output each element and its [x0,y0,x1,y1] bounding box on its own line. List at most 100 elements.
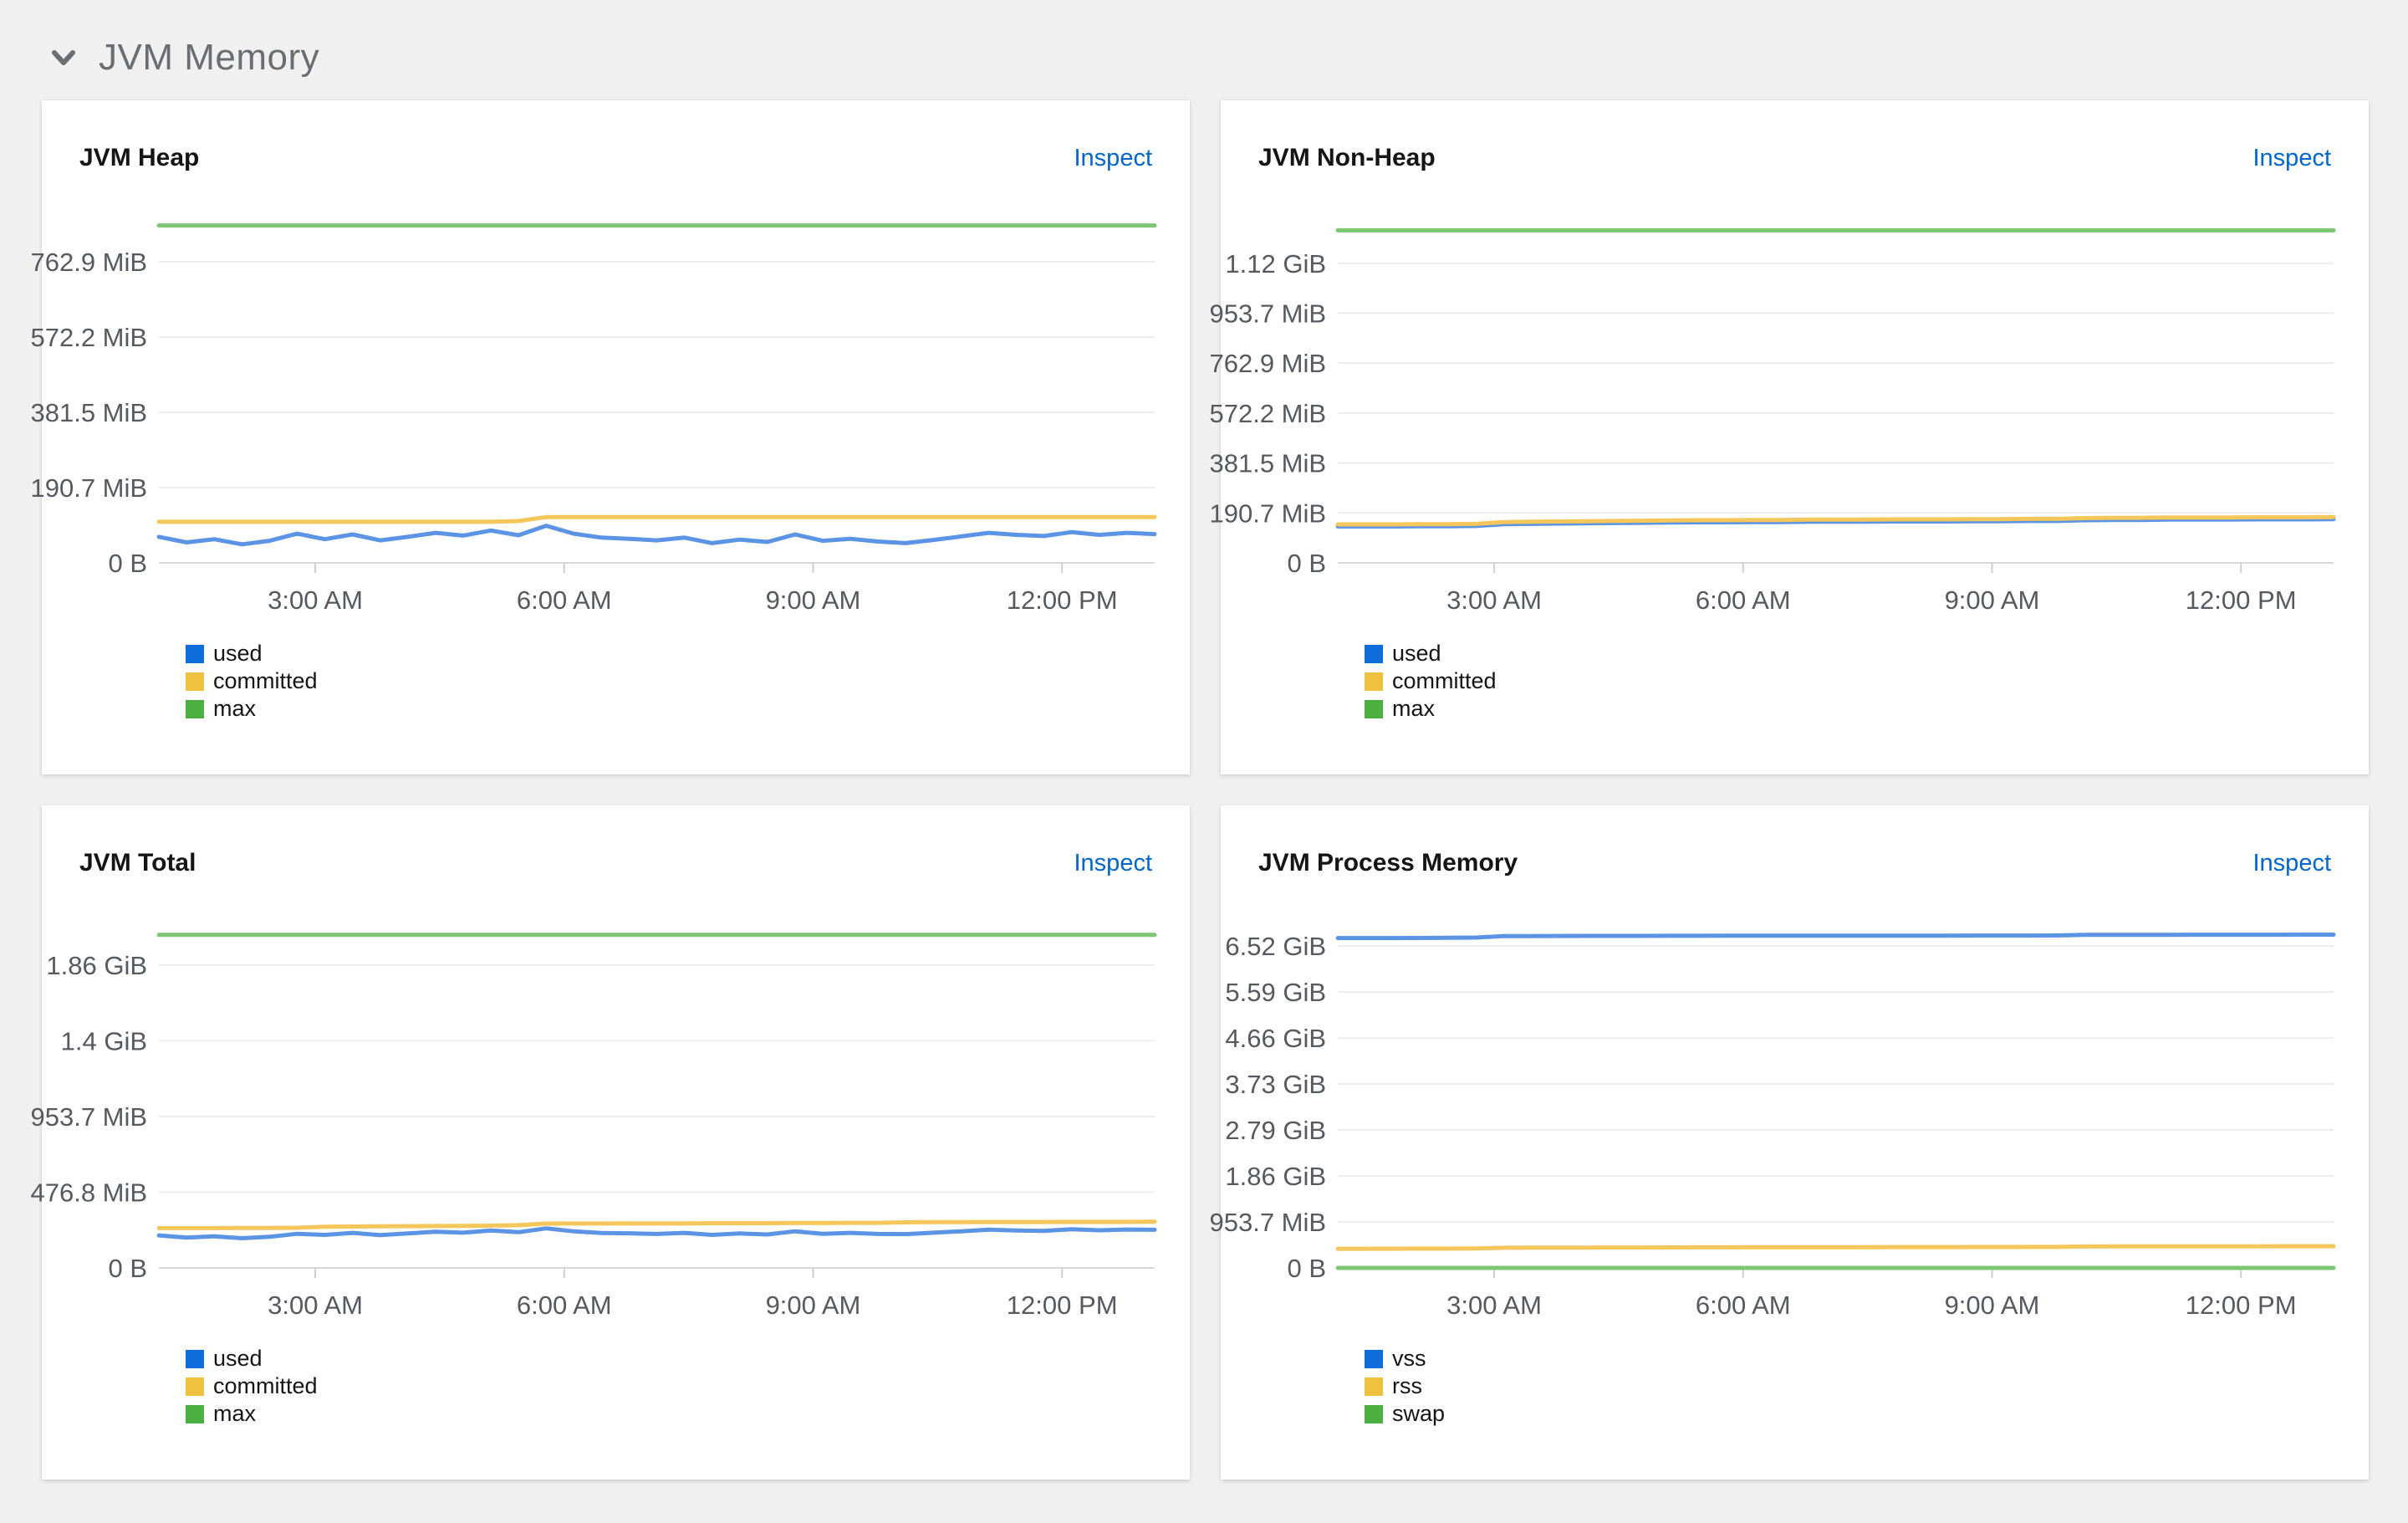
svg-text:953.7 MiB: 953.7 MiB [30,1102,147,1132]
svg-text:381.5 MiB: 381.5 MiB [30,398,147,427]
legend-swatch [186,700,204,718]
legend-item-committed: committed [186,1372,318,1400]
legend-swatch [1365,1377,1383,1396]
chart-title: JVM Process Memory [1258,849,1518,877]
svg-text:3:00 AM: 3:00 AM [268,585,363,615]
svg-text:9:00 AM: 9:00 AM [766,585,861,615]
chart-legend: usedcommittedmax [186,1345,318,1428]
legend-label: max [1392,696,1435,722]
svg-text:1.12 GiB: 1.12 GiB [1225,249,1326,279]
line-chart-jvm-heap: 762.9 MiB572.2 MiB381.5 MiB190.7 MiB0 B3… [42,209,1190,661]
svg-text:1.86 GiB: 1.86 GiB [1225,1162,1326,1191]
legend-item-max: max [186,695,318,723]
svg-text:12:00 PM: 12:00 PM [2186,1290,2297,1320]
legend-label: swap [1392,1401,1445,1427]
jvm-memory-dashboard: JVM Memory JVM Heap Inspect 762.9 MiB572… [0,0,2408,1480]
chart-panel-jvm-process-memory: JVM Process Memory Inspect 6.52 GiB 5.59 … [1221,805,2369,1480]
legend-label: committed [213,668,318,694]
legend-item-max: max [186,1400,318,1428]
legend-swatch [186,1377,204,1396]
svg-text:6:00 AM: 6:00 AM [517,1290,612,1320]
inspect-link[interactable]: Inspect [2253,145,2332,172]
legend-swatch [1365,700,1383,718]
legend-item-used: used [1365,640,1497,667]
svg-text:6:00 AM: 6:00 AM [1696,1290,1791,1320]
line-chart-jvm-process-memory: 6.52 GiB 5.59 GiB 4.66 GiB 3.73 GiB 2.79 GiB… [1221,914,2369,1366]
chart-legend: vssrssswap [1365,1345,1445,1428]
legend-label: committed [1392,668,1497,694]
legend-swatch [1365,1350,1383,1368]
svg-text:4.66 GiB: 4.66 GiB [1225,1024,1326,1053]
line-chart-jvm-non-heap: 1.12 GiB953.7 MiB762.9 MiB572.2 MiB381.5… [1221,209,2369,661]
svg-text:6.52 GiB: 6.52 GiB [1225,932,1326,961]
chart-legend: usedcommittedmax [186,640,318,723]
svg-text:3:00 AM: 3:00 AM [1446,585,1542,615]
svg-text:6:00 AM: 6:00 AM [517,585,612,615]
legend-item-used: used [186,1345,318,1372]
legend-label: max [213,696,256,722]
chart-title: JVM Non-Heap [1258,144,1436,172]
svg-text:381.5 MiB: 381.5 MiB [1209,449,1326,478]
svg-text:3.73 GiB: 3.73 GiB [1225,1070,1326,1099]
svg-text:572.2 MiB: 572.2 MiB [30,323,147,352]
legend-label: rss [1392,1373,1422,1399]
line-chart-jvm-total: 1.86 GiB1.4 GiB953.7 MiB476.8 MiB0 B3:00… [42,914,1190,1366]
svg-text:3:00 AM: 3:00 AM [268,1290,363,1320]
section-title: JVM Memory [99,37,319,79]
svg-text:190.7 MiB: 190.7 MiB [30,473,147,503]
legend-item-committed: committed [186,667,318,695]
svg-text:12:00 PM: 12:00 PM [2186,585,2297,615]
svg-text:1.86 GiB: 1.86 GiB [46,951,147,980]
inspect-link[interactable]: Inspect [2253,850,2332,877]
legend-swatch [186,645,204,663]
chart-panel-jvm-heap: JVM Heap Inspect 762.9 MiB572.2 MiB381.5… [42,100,1190,774]
legend-item-used: used [186,640,318,667]
chart-panel-jvm-non-heap: JVM Non-Heap Inspect 1.12 GiB953.7 MiB76… [1221,100,2369,774]
svg-text:6:00 AM: 6:00 AM [1696,585,1791,615]
legend-item-committed: committed [1365,667,1497,695]
legend-item-rss: rss [1365,1372,1445,1400]
svg-text:5.59 GiB: 5.59 GiB [1225,978,1326,1007]
legend-swatch [186,1350,204,1368]
svg-text:953.7 MiB: 953.7 MiB [1209,1208,1326,1237]
svg-text:9:00 AM: 9:00 AM [1945,585,2040,615]
legend-label: max [213,1401,256,1427]
legend-swatch [1365,672,1383,691]
svg-text:0 B: 0 B [109,1254,148,1283]
svg-text:0 B: 0 B [1288,549,1327,578]
svg-text:1.4 GiB: 1.4 GiB [61,1027,147,1056]
svg-text:572.2 MiB: 572.2 MiB [1209,399,1326,428]
chevron-down-icon[interactable] [50,44,77,71]
legend-swatch [1365,1405,1383,1423]
legend-label: used [1392,641,1441,667]
legend-swatch [186,1405,204,1423]
chart-title: JVM Heap [79,144,199,172]
svg-text:476.8 MiB: 476.8 MiB [30,1178,147,1208]
inspect-link[interactable]: Inspect [1074,850,1153,877]
svg-text:762.9 MiB: 762.9 MiB [30,248,147,277]
legend-item-max: max [1365,695,1497,723]
svg-text:0 B: 0 B [109,549,148,578]
legend-item-vss: vss [1365,1345,1445,1372]
svg-text:12:00 PM: 12:00 PM [1007,1290,1118,1320]
legend-label: used [213,1346,263,1372]
svg-text:9:00 AM: 9:00 AM [766,1290,861,1320]
svg-text:12:00 PM: 12:00 PM [1007,585,1118,615]
chart-title: JVM Total [79,849,196,877]
legend-swatch [1365,645,1383,663]
svg-text:9:00 AM: 9:00 AM [1945,1290,2040,1320]
inspect-link[interactable]: Inspect [1074,145,1153,172]
svg-text:0 B: 0 B [1288,1254,1327,1283]
svg-text:190.7 MiB: 190.7 MiB [1209,498,1326,528]
chart-panel-jvm-total: JVM Total Inspect 1.86 GiB1.4 GiB953.7 M… [42,805,1190,1480]
section-header-jvm-memory[interactable]: JVM Memory [0,0,2408,79]
legend-label: committed [213,1373,318,1399]
svg-text:2.79 GiB: 2.79 GiB [1225,1116,1326,1145]
chart-legend: usedcommittedmax [1365,640,1497,723]
legend-label: used [213,641,263,667]
charts-grid: JVM Heap Inspect 762.9 MiB572.2 MiB381.5… [42,100,2369,1480]
svg-text:762.9 MiB: 762.9 MiB [1209,349,1326,378]
legend-label: vss [1392,1346,1426,1372]
svg-text:953.7 MiB: 953.7 MiB [1209,299,1326,328]
svg-text:3:00 AM: 3:00 AM [1446,1290,1542,1320]
